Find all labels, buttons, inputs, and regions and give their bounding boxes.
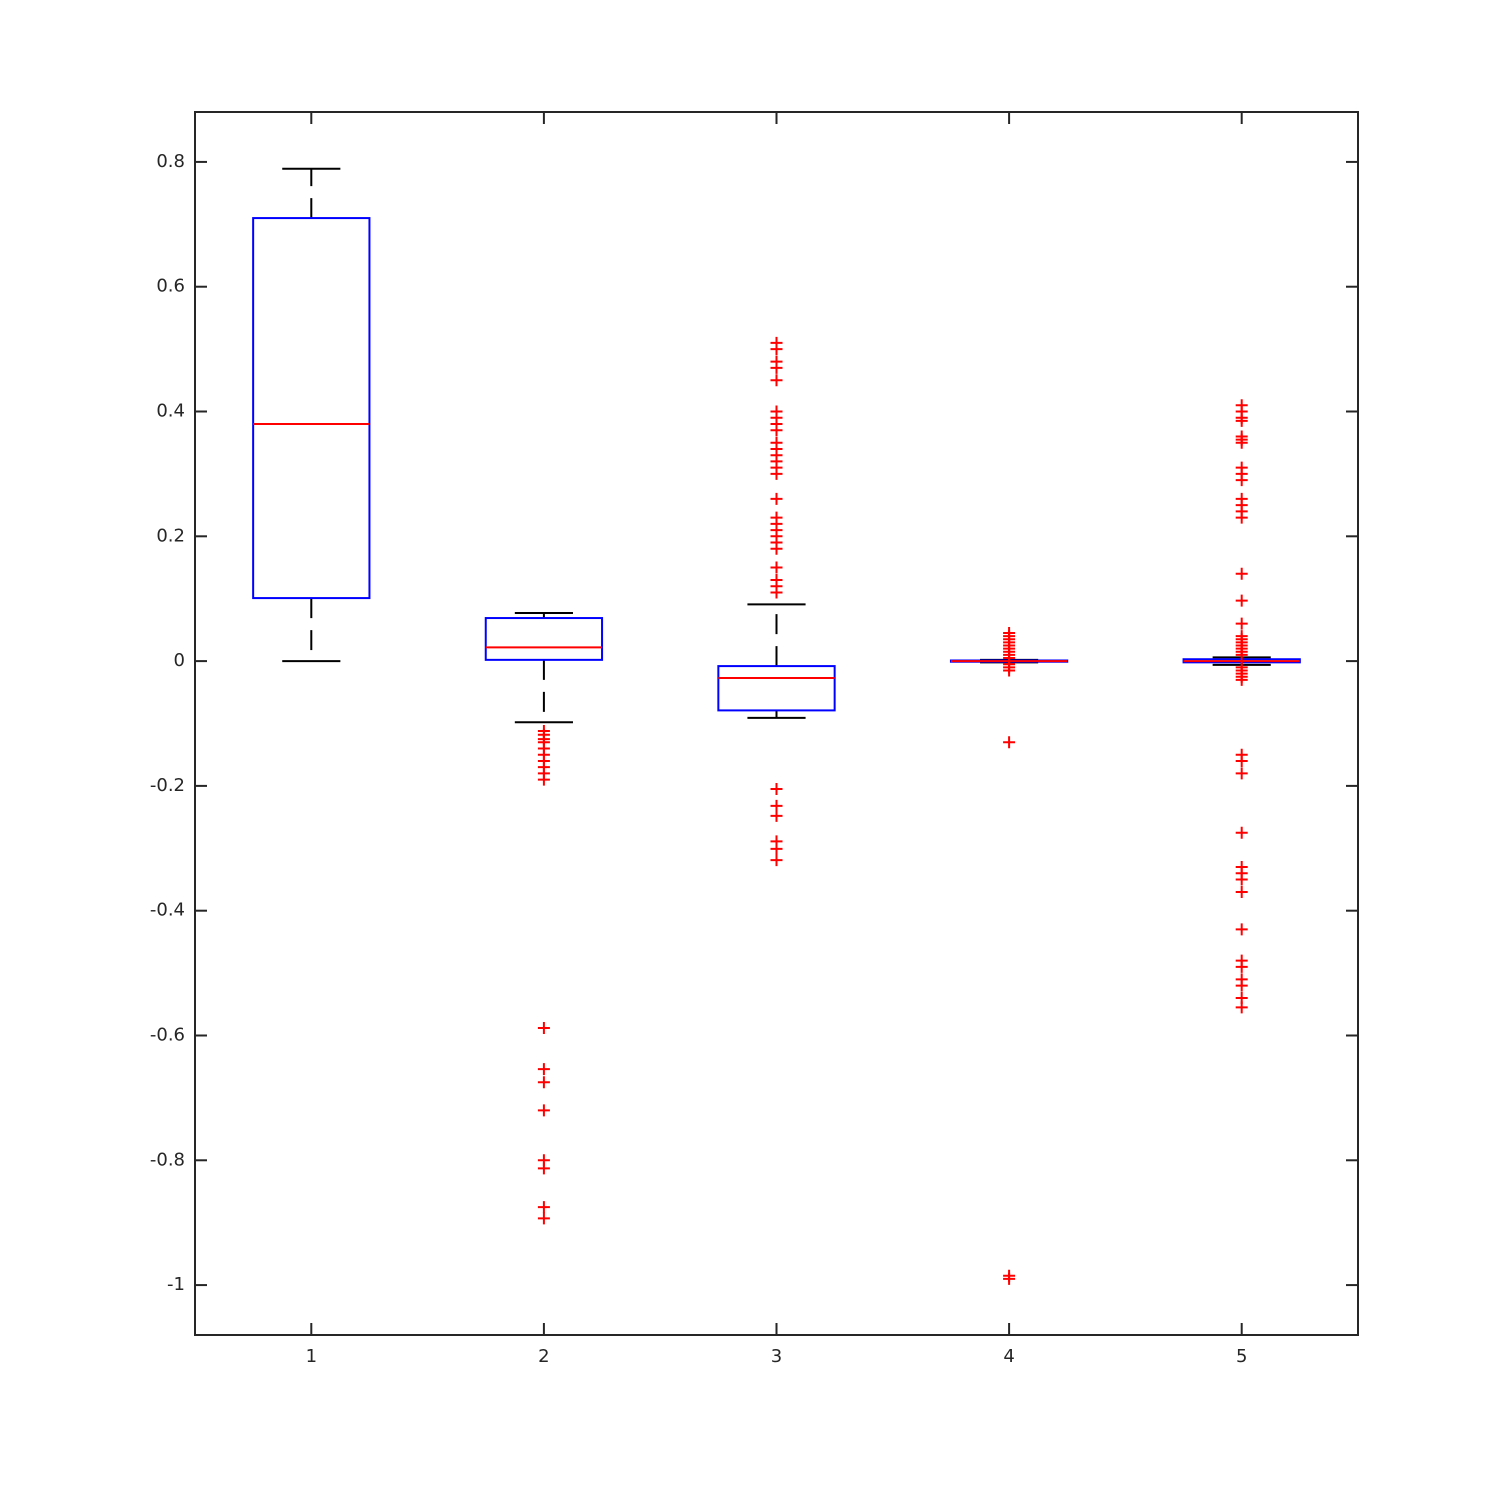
outlier [1235, 474, 1248, 487]
outlier [770, 492, 783, 505]
outlier [1235, 673, 1248, 686]
y-tick-label: -0.2 [150, 775, 185, 796]
outlier [537, 1063, 550, 1076]
outlier [1235, 979, 1248, 992]
y-tick-label: -1 [167, 1274, 185, 1295]
outlier [1235, 567, 1248, 580]
y-tick-label: 0.6 [156, 276, 185, 297]
box [252, 217, 371, 600]
outlier [770, 343, 783, 356]
outlier [770, 542, 783, 555]
outlier [1235, 1001, 1248, 1014]
outlier [537, 1022, 550, 1034]
y-tick-label: 0.8 [156, 151, 185, 172]
outlier [770, 361, 783, 374]
outlier [770, 586, 783, 599]
outlier [770, 842, 783, 855]
outlier [1235, 885, 1248, 898]
plot-area [194, 111, 1359, 1336]
y-tick-label: -0.6 [150, 1024, 185, 1045]
y-tick-label: -0.8 [150, 1149, 185, 1170]
outlier [770, 467, 783, 480]
x-tick-label: 4 [1003, 1346, 1014, 1367]
outlier [770, 561, 783, 574]
outlier [1003, 736, 1016, 749]
outlier [770, 424, 783, 437]
outlier [1235, 648, 1248, 661]
box [484, 617, 604, 661]
outlier [537, 1162, 550, 1175]
outlier [770, 374, 783, 387]
y-tick-label: 0.4 [156, 401, 185, 422]
outlier [537, 1104, 550, 1117]
outlier [537, 1201, 550, 1214]
outlier [770, 783, 783, 796]
x-tick-label: 2 [538, 1346, 549, 1367]
x-tick-label: 1 [306, 1346, 317, 1367]
outlier [1003, 664, 1016, 677]
x-tick-label: 3 [771, 1346, 782, 1367]
outlier [1235, 960, 1248, 973]
outlier [1003, 1272, 1016, 1285]
outlier [1235, 754, 1248, 767]
outlier [770, 809, 783, 822]
outlier [537, 1212, 550, 1225]
outlier [1235, 617, 1248, 630]
outlier [1235, 436, 1248, 449]
outlier [1235, 511, 1248, 524]
outlier [770, 854, 783, 867]
outlier [1235, 873, 1248, 886]
y-tick-label: 0 [174, 650, 185, 671]
outlier [537, 773, 550, 786]
outlier [1235, 767, 1248, 780]
y-tick-label: -0.4 [150, 900, 185, 921]
outlier [1235, 826, 1248, 839]
x-tick-label: 5 [1236, 1346, 1247, 1367]
box [717, 665, 836, 712]
y-tick-label: 0.2 [156, 525, 185, 546]
outlier [1235, 414, 1248, 427]
outlier [537, 1076, 550, 1089]
outlier [1235, 923, 1248, 936]
outlier [1235, 594, 1248, 607]
